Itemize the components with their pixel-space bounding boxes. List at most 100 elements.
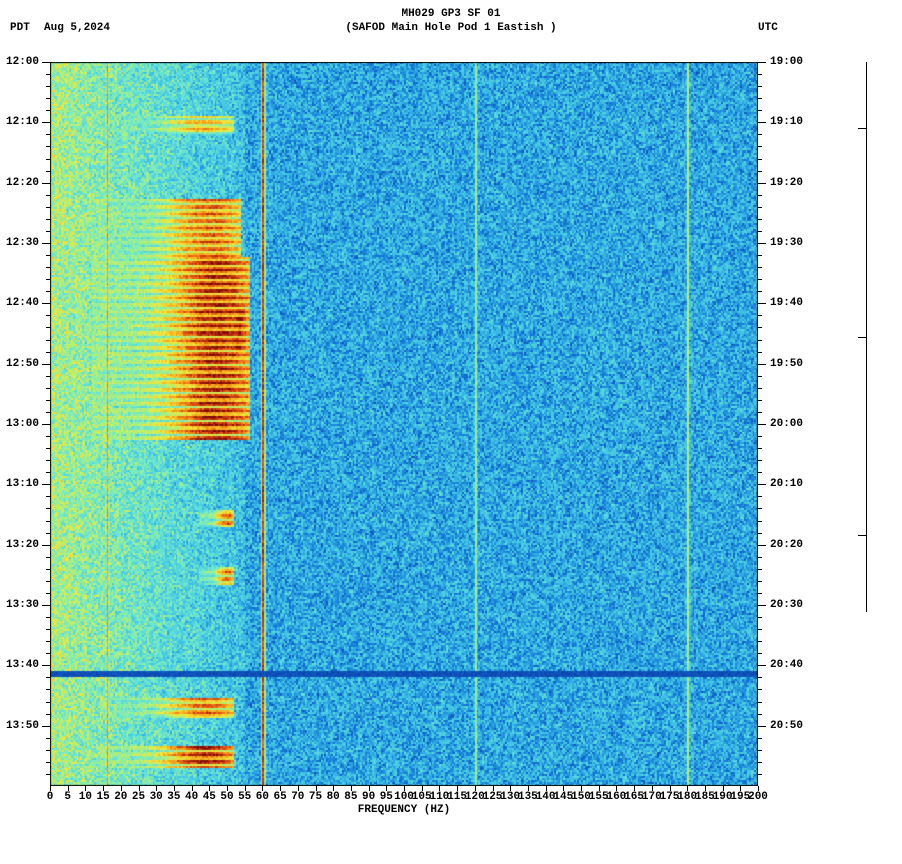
y-minor-tick [758,86,762,87]
x-axis-label: FREQUENCY (HZ) [358,804,450,816]
y-minor-tick [758,171,762,172]
y-minor-tick [46,521,50,522]
y-minor-tick [758,159,762,160]
y-minor-tick [758,388,762,389]
y-tick-right [758,605,766,606]
x-tick-label: 90 [362,791,375,803]
y-minor-tick [46,653,50,654]
y-minor-tick [758,448,762,449]
y-minor-tick [46,352,50,353]
y-minor-tick [46,267,50,268]
y-tick-label-right: 19:10 [770,116,803,128]
x-tick-label: 10 [79,791,92,803]
y-minor-tick [46,207,50,208]
spectrogram-canvas [50,62,758,786]
y-minor-tick [46,74,50,75]
y-tick-left [42,62,50,63]
y-tick-left [42,665,50,666]
y-minor-tick [46,315,50,316]
y-tick-left [42,484,50,485]
y-tick-label-left: 13:30 [6,599,40,611]
x-tick-label: 25 [132,791,145,803]
y-minor-tick [46,472,50,473]
header-title: MH029 GP3 SF 01 [401,8,500,20]
y-minor-tick [46,134,50,135]
x-tick-label: 95 [380,791,393,803]
y-minor-tick [758,569,762,570]
x-tick-label: 30 [150,791,163,803]
y-tick-label-left: 12:00 [6,56,40,68]
y-minor-tick [758,472,762,473]
y-minor-tick [46,617,50,618]
x-tick-label: 65 [273,791,286,803]
y-minor-tick [46,557,50,558]
y-minor-tick [46,448,50,449]
y-tick-label-left: 13:20 [6,539,40,551]
y-minor-tick [758,315,762,316]
y-minor-tick [758,412,762,413]
y-minor-tick [758,231,762,232]
y-tick-right [758,62,766,63]
right-side-marker-bar [866,62,867,612]
y-minor-tick [758,496,762,497]
y-minor-tick [46,714,50,715]
spectrogram-plot [50,62,758,786]
y-minor-tick [758,714,762,715]
x-tick-label: 50 [220,791,233,803]
y-minor-tick [758,508,762,509]
y-minor-tick [46,195,50,196]
x-tick-label: 75 [309,791,322,803]
y-tick-label-right: 20:50 [770,720,803,732]
y-minor-tick [758,340,762,341]
x-tick-label: 60 [256,791,269,803]
y-tick-right [758,545,766,546]
right-side-marker-tick [858,337,866,338]
y-minor-tick [46,86,50,87]
y-minor-tick [758,677,762,678]
y-tick-right [758,424,766,425]
y-tick-label-left: 12:20 [6,177,40,189]
y-minor-tick [46,569,50,570]
y-minor-tick [758,267,762,268]
y-minor-tick [758,750,762,751]
y-minor-tick [758,279,762,280]
y-tick-right [758,243,766,244]
y-minor-tick [46,110,50,111]
y-minor-tick [46,231,50,232]
y-minor-tick [46,388,50,389]
y-minor-tick [758,557,762,558]
y-minor-tick [46,629,50,630]
x-tick-label: 5 [64,791,71,803]
y-minor-tick [758,533,762,534]
y-minor-tick [758,581,762,582]
x-tick-label: 15 [96,791,109,803]
x-tick-label: 200 [748,791,768,803]
y-tick-label-right: 20:30 [770,599,803,611]
y-minor-tick [46,219,50,220]
y-minor-tick [758,352,762,353]
y-minor-tick [46,340,50,341]
header-left-tz: PDT [10,22,30,34]
y-minor-tick [758,98,762,99]
y-minor-tick [758,291,762,292]
y-tick-label-left: 12:30 [6,237,40,249]
y-tick-left [42,424,50,425]
x-tick-label: 20 [114,791,127,803]
y-minor-tick [758,146,762,147]
y-minor-tick [758,689,762,690]
x-tick-label: 0 [47,791,54,803]
y-minor-tick [46,327,50,328]
y-minor-tick [758,255,762,256]
y-minor-tick [758,74,762,75]
y-minor-tick [46,496,50,497]
y-minor-tick [46,581,50,582]
right-side-marker-tick [858,128,866,129]
y-minor-tick [758,762,762,763]
y-tick-right [758,484,766,485]
y-tick-label-right: 19:20 [770,177,803,189]
y-tick-label-left: 13:00 [6,418,40,430]
y-minor-tick [46,750,50,751]
x-tick-label: 70 [291,791,304,803]
y-minor-tick [758,195,762,196]
y-minor-tick [46,774,50,775]
